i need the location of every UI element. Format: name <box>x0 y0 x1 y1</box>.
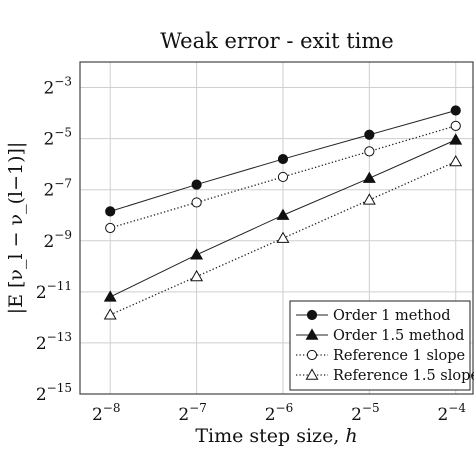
data-point <box>449 154 463 167</box>
chart-title: Weak error - exit time <box>160 29 393 53</box>
tick-label: 2−13 <box>36 330 72 354</box>
data-point <box>362 193 376 205</box>
legend-item: Reference 1.5 slope <box>296 368 474 384</box>
data-point <box>103 308 117 320</box>
tick-label: 2−9 <box>43 228 72 252</box>
data-point <box>277 153 289 165</box>
data-point <box>362 171 376 183</box>
data-point <box>105 206 116 217</box>
tick-label: 2−11 <box>36 279 72 303</box>
legend-item: Reference 1 slope <box>296 348 465 364</box>
tick-labels: 2−8 2−7 2−6 2−5 2−4 2−3 2−5 2−7 2−9 2−11 2−13 2−15 <box>36 75 466 425</box>
data-point <box>450 120 461 131</box>
tick-label: 2−5 <box>43 126 72 150</box>
series-line <box>110 125 456 229</box>
legend-box <box>289 300 471 391</box>
legend-item: Order 1 method <box>296 308 451 324</box>
y-axis-label: |E [ν_l − ν_(l−1)]| <box>5 142 27 315</box>
tick-label: 2−6 <box>265 401 294 425</box>
data-point <box>364 129 375 140</box>
data-point <box>276 231 290 243</box>
legend-label: Order 1.5 method <box>333 328 464 344</box>
series-4 <box>103 154 463 320</box>
legend-marker <box>306 349 318 361</box>
series-2 <box>103 133 463 302</box>
legend: Order 1 method Order 1.5 method Reference … <box>289 300 474 391</box>
tick-label: 2−4 <box>437 401 466 425</box>
legend-item: Order 1.5 method <box>296 328 464 344</box>
tick-label: 2−8 <box>92 401 121 425</box>
data-point <box>190 248 204 260</box>
tick-label: 2−3 <box>43 75 72 99</box>
data-point <box>450 105 461 116</box>
data-point <box>190 269 204 282</box>
series-1 <box>105 105 461 217</box>
tick-label: 2−5 <box>351 401 380 425</box>
data-point <box>277 171 289 183</box>
data-point <box>364 146 375 157</box>
legend-marker <box>305 328 319 340</box>
data-point <box>449 133 463 145</box>
data-point <box>191 179 202 190</box>
x-axis-label: Time step size, h <box>195 425 357 447</box>
legend-label: Reference 1.5 slope <box>333 368 474 384</box>
legend-label: Reference 1 slope <box>333 348 465 364</box>
series-3 <box>105 120 461 234</box>
tick-label: 2−7 <box>178 401 207 425</box>
plot-frame <box>79 61 474 395</box>
series-group <box>103 105 463 320</box>
data-point <box>103 290 117 302</box>
legend-marker <box>305 368 319 380</box>
data-point <box>105 222 116 234</box>
data-point <box>276 208 290 220</box>
tick-label: 2−7 <box>43 177 72 201</box>
data-point <box>191 197 202 208</box>
legend-marker <box>306 309 318 321</box>
legend-label: Order 1 method <box>333 308 451 324</box>
tick-label: 2−15 <box>36 381 72 405</box>
